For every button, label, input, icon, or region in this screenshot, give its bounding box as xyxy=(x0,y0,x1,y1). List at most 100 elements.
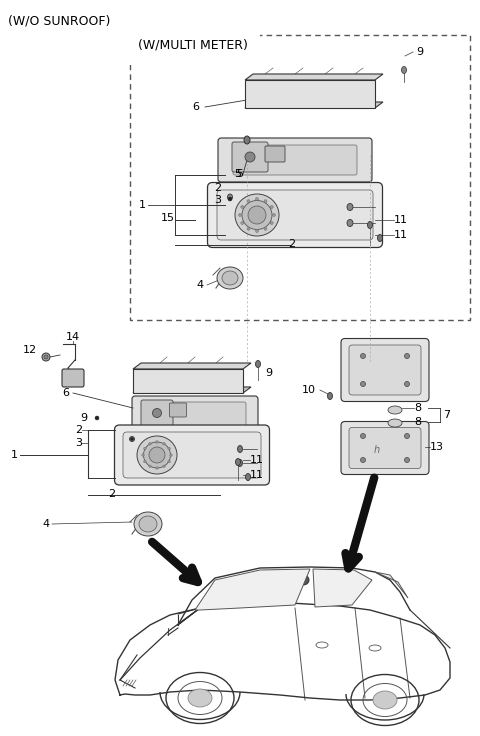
Ellipse shape xyxy=(247,227,250,230)
Polygon shape xyxy=(133,363,251,369)
FancyBboxPatch shape xyxy=(62,369,84,387)
Ellipse shape xyxy=(255,230,259,233)
Ellipse shape xyxy=(405,381,409,386)
Ellipse shape xyxy=(373,691,397,709)
Ellipse shape xyxy=(255,361,261,367)
Text: 9: 9 xyxy=(417,47,423,57)
Text: 11: 11 xyxy=(250,470,264,480)
Ellipse shape xyxy=(95,416,99,420)
FancyBboxPatch shape xyxy=(341,339,429,402)
Ellipse shape xyxy=(388,406,402,414)
Ellipse shape xyxy=(405,458,409,462)
Text: 12: 12 xyxy=(23,345,37,355)
Ellipse shape xyxy=(388,419,402,427)
Ellipse shape xyxy=(149,442,151,445)
Ellipse shape xyxy=(405,353,409,358)
Text: 4: 4 xyxy=(42,519,49,529)
Ellipse shape xyxy=(360,353,365,358)
Ellipse shape xyxy=(401,66,407,74)
Ellipse shape xyxy=(139,516,157,532)
Ellipse shape xyxy=(130,436,134,442)
Text: 1: 1 xyxy=(139,200,145,210)
Ellipse shape xyxy=(156,441,158,443)
FancyBboxPatch shape xyxy=(218,138,372,182)
Ellipse shape xyxy=(142,454,144,456)
Ellipse shape xyxy=(163,465,165,467)
Text: 3: 3 xyxy=(75,438,82,448)
Ellipse shape xyxy=(360,434,365,439)
Ellipse shape xyxy=(360,381,365,386)
Text: 13: 13 xyxy=(430,442,444,452)
Ellipse shape xyxy=(405,434,409,439)
Ellipse shape xyxy=(170,454,172,456)
FancyBboxPatch shape xyxy=(132,396,258,434)
Text: 3: 3 xyxy=(215,195,221,205)
Ellipse shape xyxy=(42,353,50,361)
Text: 5: 5 xyxy=(235,169,241,179)
Ellipse shape xyxy=(144,442,170,468)
Ellipse shape xyxy=(134,512,162,536)
Text: 7: 7 xyxy=(443,410,450,420)
Ellipse shape xyxy=(247,199,250,202)
Ellipse shape xyxy=(149,465,151,467)
FancyBboxPatch shape xyxy=(169,403,187,417)
Ellipse shape xyxy=(248,206,266,224)
Ellipse shape xyxy=(264,227,267,230)
Text: 11: 11 xyxy=(394,230,408,240)
Ellipse shape xyxy=(264,199,267,202)
Text: h: h xyxy=(374,445,380,455)
Text: 4: 4 xyxy=(196,280,203,290)
Ellipse shape xyxy=(360,458,365,462)
Text: 10: 10 xyxy=(302,385,316,395)
FancyBboxPatch shape xyxy=(115,425,269,485)
Ellipse shape xyxy=(217,267,243,289)
Ellipse shape xyxy=(347,219,353,227)
Ellipse shape xyxy=(238,445,242,453)
Text: 9: 9 xyxy=(80,413,87,423)
Ellipse shape xyxy=(188,689,212,707)
Text: 2: 2 xyxy=(288,239,295,249)
Ellipse shape xyxy=(144,460,146,463)
Ellipse shape xyxy=(168,460,170,463)
Text: 11: 11 xyxy=(394,215,408,225)
FancyBboxPatch shape xyxy=(144,402,246,428)
Text: 2: 2 xyxy=(215,183,222,193)
Text: 14: 14 xyxy=(66,332,80,342)
Ellipse shape xyxy=(137,436,177,474)
Text: 9: 9 xyxy=(265,368,272,378)
Polygon shape xyxy=(195,569,310,610)
Ellipse shape xyxy=(244,136,250,144)
Polygon shape xyxy=(313,569,372,607)
Ellipse shape xyxy=(228,197,232,201)
Polygon shape xyxy=(133,369,243,393)
Polygon shape xyxy=(245,102,383,108)
Ellipse shape xyxy=(44,355,48,359)
Ellipse shape xyxy=(153,408,161,417)
Text: (W/MULTI METER): (W/MULTI METER) xyxy=(138,39,248,52)
FancyBboxPatch shape xyxy=(349,428,421,469)
Ellipse shape xyxy=(273,213,276,216)
Bar xyxy=(130,35,470,320)
Text: (W/O SUNROOF): (W/O SUNROOF) xyxy=(8,14,110,27)
Polygon shape xyxy=(245,74,383,80)
Ellipse shape xyxy=(245,152,255,162)
Text: 8: 8 xyxy=(414,403,421,413)
Ellipse shape xyxy=(241,205,244,208)
Ellipse shape xyxy=(163,442,165,445)
Ellipse shape xyxy=(144,447,146,450)
Ellipse shape xyxy=(131,437,133,441)
Ellipse shape xyxy=(228,194,232,200)
Text: 1: 1 xyxy=(11,450,17,460)
Ellipse shape xyxy=(270,222,273,224)
Text: 11: 11 xyxy=(250,455,264,465)
FancyBboxPatch shape xyxy=(233,145,357,175)
FancyBboxPatch shape xyxy=(207,183,383,247)
FancyBboxPatch shape xyxy=(217,190,373,240)
Text: 5: 5 xyxy=(236,169,243,179)
FancyBboxPatch shape xyxy=(349,345,421,395)
Ellipse shape xyxy=(242,200,272,230)
FancyBboxPatch shape xyxy=(341,422,429,475)
Polygon shape xyxy=(133,387,251,393)
Ellipse shape xyxy=(222,271,238,285)
Ellipse shape xyxy=(149,447,165,463)
